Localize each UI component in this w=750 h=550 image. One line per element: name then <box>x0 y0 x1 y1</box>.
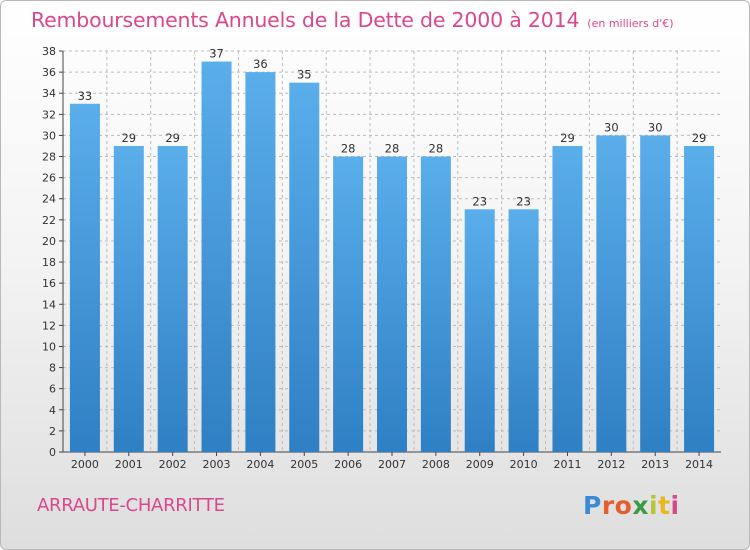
data-label: 28 <box>385 142 400 156</box>
bar-2001[interactable] <box>113 145 144 452</box>
data-label: 29 <box>165 131 180 145</box>
y-tick-label: 22 <box>42 214 56 227</box>
x-tick-label: 2011 <box>553 458 581 471</box>
bars <box>69 61 715 453</box>
x-tick-label: 2007 <box>378 458 406 471</box>
data-label: 37 <box>209 47 224 61</box>
bar-2012[interactable] <box>596 135 627 452</box>
x-tick-label: 2002 <box>159 458 187 471</box>
y-tick-label: 16 <box>42 277 56 290</box>
data-label: 33 <box>78 89 93 103</box>
bar-2006[interactable] <box>333 156 364 453</box>
y-tick-label: 38 <box>42 45 56 58</box>
y-tick-label: 26 <box>42 172 56 185</box>
x-tick-label: 2005 <box>290 458 318 471</box>
y-tick-label: 20 <box>42 235 56 248</box>
y-tick-label: 24 <box>42 193 56 206</box>
logo-letter: i <box>670 491 680 520</box>
y-tick-label: 34 <box>42 87 56 100</box>
y-tick-label: 30 <box>42 129 56 142</box>
data-labels: 33 29 29 37 36 35 28 28 28 23 23 29 30 30 29 <box>78 47 707 209</box>
data-label: 23 <box>516 194 531 208</box>
bar-2009[interactable] <box>464 209 495 452</box>
y-tick-label: 2 <box>49 425 56 438</box>
x-tick-label: 2006 <box>334 458 362 471</box>
y-tick-label: 8 <box>49 362 56 375</box>
logo-letter: i <box>649 491 659 520</box>
bar-2003[interactable] <box>201 61 232 452</box>
logo-letter: P <box>583 491 602 520</box>
y-tick-label: 18 <box>42 256 56 269</box>
x-tick-label: 2004 <box>246 458 274 471</box>
y-tick-label: 12 <box>42 319 56 332</box>
bar-2000[interactable] <box>69 103 100 453</box>
chart-title-text: Remboursements Annuels de la Dette de 20… <box>31 8 580 32</box>
x-tick-label: 2010 <box>510 458 538 471</box>
x-tick-label: 2009 <box>466 458 494 471</box>
bar-2004[interactable] <box>245 72 276 453</box>
x-tick-label: 2008 <box>422 458 450 471</box>
data-label: 29 <box>121 131 136 145</box>
bar-2014[interactable] <box>684 145 715 452</box>
data-label: 35 <box>297 68 312 82</box>
x-tick-label: 2013 <box>641 458 669 471</box>
logo-letter: r <box>601 491 615 520</box>
y-tick-label: 10 <box>42 340 56 353</box>
chart-subtitle: (en milliers d'€) <box>587 17 674 30</box>
y-tick-label: 6 <box>49 383 56 396</box>
y-tick-label: 32 <box>42 108 56 121</box>
x-tick-label: 2012 <box>597 458 625 471</box>
bar-2013[interactable] <box>640 135 671 452</box>
chart-title: Remboursements Annuels de la Dette de 20… <box>31 8 674 32</box>
x-tick-label: 2003 <box>203 458 231 471</box>
x-tick-label: 2001 <box>115 458 143 471</box>
bar-2002[interactable] <box>157 145 188 452</box>
bar-2007[interactable] <box>377 156 407 453</box>
data-label: 28 <box>429 142 444 156</box>
bar-2005[interactable] <box>289 82 320 452</box>
y-tick-label: 0 <box>49 446 56 459</box>
data-label: 23 <box>472 194 487 208</box>
data-label: 28 <box>341 142 356 156</box>
data-label: 29 <box>692 131 707 145</box>
bar-2008[interactable] <box>420 156 451 453</box>
data-label: 36 <box>253 57 268 71</box>
proxiti-logo[interactable]: Proxiti <box>583 491 680 520</box>
x-tick-label: 2000 <box>71 458 99 471</box>
y-tick-label: 4 <box>49 404 56 417</box>
data-label: 29 <box>560 131 575 145</box>
data-label: 30 <box>604 120 619 134</box>
y-tick-label: 14 <box>42 298 56 311</box>
y-tick-label: 28 <box>42 151 56 164</box>
logo-letter: x <box>632 491 649 520</box>
logo-letter: t <box>658 491 671 520</box>
data-label: 30 <box>648 120 663 134</box>
commune-name: ARRAUTE-CHARRITTE <box>37 495 225 516</box>
y-tick-label: 36 <box>42 66 56 79</box>
x-tick-label: 2014 <box>685 458 713 471</box>
logo-letter: o <box>614 491 633 520</box>
bar-2010[interactable] <box>508 209 539 452</box>
bar-2011[interactable] <box>552 145 583 452</box>
